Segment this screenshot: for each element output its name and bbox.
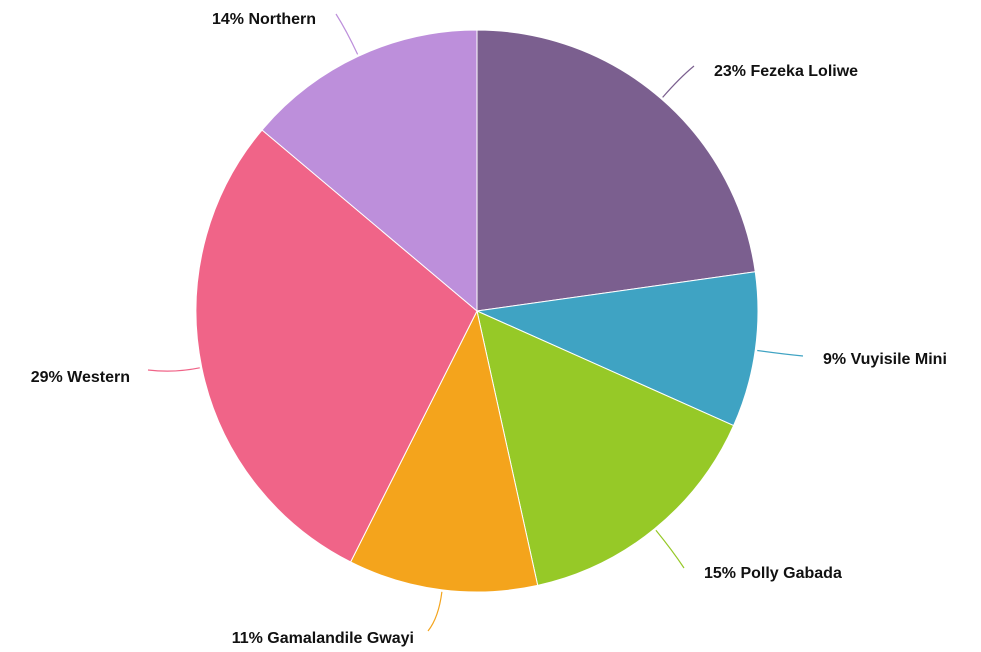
slice-label: 23% Fezeka Loliwe [714, 63, 858, 80]
pie-slice-northern [261, 29, 478, 312]
leader-line [662, 65, 695, 98]
leader-line [757, 349, 804, 357]
pie-slice-gamalandile-gwayi [350, 310, 539, 593]
leader-line [147, 367, 200, 372]
pie-slice-fezeka-loliwe [476, 29, 756, 312]
pie-slice-western [195, 129, 478, 563]
leader-line [335, 13, 359, 55]
leader-line [427, 591, 443, 632]
slice-label: 11% Gamalandile Gwayi [232, 630, 414, 647]
pie-labels: 23% Fezeka Loliwe 9% Vuyisile Mini 15% Pol… [31, 11, 947, 647]
slice-label: 9% Vuyisile Mini [823, 351, 947, 368]
leader-line [655, 529, 685, 569]
pie-slice-polly-gabada [476, 310, 735, 586]
slice-label: 15% Polly Gabada [704, 565, 842, 582]
slice-label: 14% Northern [212, 11, 316, 28]
pie-slice-vuyisile-mini [476, 271, 759, 427]
pie-slices [195, 29, 759, 593]
slice-label: 29% Western [31, 369, 130, 386]
